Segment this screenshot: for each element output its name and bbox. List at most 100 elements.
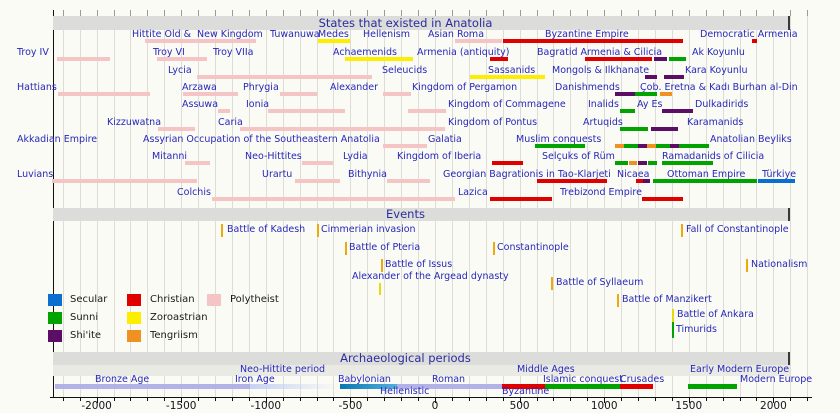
event-label-battle-of-ankara[interactable]: Battle of Ankara	[677, 309, 754, 320]
period-label-bronze-age[interactable]: Bronze Age	[95, 374, 150, 385]
state-label-achaemenids[interactable]: Achaemenids	[333, 47, 397, 58]
state-label-nicaea[interactable]: Nicaea	[617, 169, 650, 180]
state-label-ob-eretna-kad-burhan-al-din[interactable]: Çob. Eretna & Kadı Burhan al-Din	[640, 82, 798, 93]
state-label-byzantine-empire[interactable]: Byzantine Empire	[545, 29, 629, 40]
event-label-battle-of-syllaeum[interactable]: Battle of Syllaeum	[556, 277, 644, 288]
state-label-karamanids[interactable]: Karamanids	[687, 117, 744, 128]
legend-swatch-christian	[127, 294, 141, 306]
state-label-phrygia[interactable]: Phrygia	[243, 82, 279, 93]
state-label-kingdom-of-pontus[interactable]: Kingdom of Pontus	[448, 117, 538, 128]
state-label-arzawa[interactable]: Arzawa	[182, 82, 217, 93]
gridline	[350, 16, 352, 397]
legend-label-zoroastrian: Zoroastrian	[150, 312, 208, 323]
state-label-troy-vi[interactable]: Troy VI	[153, 47, 185, 58]
axis-tick-bottom	[79, 397, 81, 401]
state-label-hittite-old[interactable]: Hittite Old &	[132, 29, 192, 40]
period-segment-bronze-age	[55, 384, 250, 389]
state-label-bithynia[interactable]: Bithynia	[348, 169, 388, 180]
state-label-trebizond-empire[interactable]: Trebizond Empire	[560, 187, 642, 198]
state-bar	[503, 39, 683, 43]
period-label-byzantine[interactable]: Byzantine	[502, 386, 550, 397]
state-label-t-rkiye[interactable]: Türkiye	[762, 169, 797, 180]
state-label-asian-roma[interactable]: Asian Roma	[428, 29, 485, 40]
state-label-ottoman-empire[interactable]: Ottoman Empire	[667, 169, 746, 180]
state-label-dulkadirids[interactable]: Dulkadirids	[695, 99, 749, 110]
state-label-seleucids[interactable]: Seleucids	[382, 65, 428, 76]
state-label-democratic-armenia[interactable]: Democratic Armenia	[700, 29, 798, 40]
state-label-armenia-antiquity[interactable]: Armenia (antiquity)	[417, 47, 510, 58]
axis-tick-top	[113, 10, 115, 16]
state-label-artuqids[interactable]: Artuqids	[583, 117, 623, 128]
state-label-kara-koyunlu[interactable]: Kara Koyunlu	[685, 65, 748, 76]
state-label-assuwa[interactable]: Assuwa	[182, 99, 219, 110]
state-label-inalids[interactable]: Inalids	[588, 99, 619, 110]
event-label-cimmerian-invasion[interactable]: Cimmerian invasion	[321, 224, 416, 235]
state-label-muslim-conquests[interactable]: Muslim conquests	[516, 134, 602, 145]
period-label-roman[interactable]: Roman	[432, 374, 466, 385]
state-label-tuwanuwa[interactable]: Tuwanuwa	[270, 29, 320, 40]
axis-tick-top	[807, 10, 809, 16]
section-band-events: Events	[53, 208, 790, 221]
event-label-battle-of-issus[interactable]: Battle of Issus	[385, 259, 453, 270]
state-label-alexander[interactable]: Alexander	[330, 82, 379, 93]
event-label-fall-of-constantinople[interactable]: Fall of Constantinople	[686, 224, 789, 235]
period-label-babylonian[interactable]: Babylonian	[338, 374, 391, 385]
event-label-battle-of-manzikert[interactable]: Battle of Manzikert	[622, 294, 712, 305]
period-era-label-middle-ages[interactable]: Middle Ages	[517, 364, 575, 375]
state-label-urartu[interactable]: Urartu	[262, 169, 293, 180]
state-label-ionia[interactable]: Ionia	[246, 99, 270, 110]
period-label-modern-europe[interactable]: Modern Europe	[740, 374, 813, 385]
axis-tick-bottom	[299, 397, 301, 401]
state-label-colchis[interactable]: Colchis	[177, 187, 211, 198]
event-label-battle-of-kadesh[interactable]: Battle of Kadesh	[227, 224, 306, 235]
event-label-battle-of-pteria[interactable]: Battle of Pteria	[349, 242, 421, 253]
state-label-troy-iv[interactable]: Troy IV	[17, 47, 49, 58]
state-label-luvians[interactable]: Luvians	[17, 169, 54, 180]
state-label-new-kingdom[interactable]: New Kingdom	[197, 29, 263, 40]
period-label-islamic-conquest[interactable]: Islamic conquest	[543, 374, 623, 385]
state-label-danishmends[interactable]: Danishmends	[555, 82, 620, 93]
event-label-constantinople[interactable]: Constantinople	[497, 242, 569, 253]
state-label-kizzuwatna[interactable]: Kizzuwatna	[107, 117, 162, 128]
state-label-lycia[interactable]: Lycia	[168, 65, 192, 76]
state-bar	[654, 57, 667, 61]
state-label-mitanni[interactable]: Mitanni	[152, 151, 188, 162]
state-label-sassanids[interactable]: Sassanids	[488, 65, 536, 76]
axis-tick-top	[418, 10, 420, 16]
state-label-assyrian-occupation-of-the-southeastern-anatolia[interactable]: Assyrian Occupation of the Southeastern …	[143, 134, 380, 145]
state-label-anatolian-beyliks[interactable]: Anatolian Beyliks	[710, 134, 792, 145]
period-era-label-early-modern-europe[interactable]: Early Modern Europe	[690, 364, 790, 375]
state-label-kingdom-of-pergamon[interactable]: Kingdom of Pergamon	[412, 82, 518, 93]
state-label-troy-viia[interactable]: Troy VIIa	[213, 47, 254, 58]
state-label-hattians[interactable]: Hattians	[17, 82, 57, 93]
period-label-crusades[interactable]: Crusades	[620, 374, 665, 385]
state-label-akkadian-empire[interactable]: Akkadian Empire	[17, 134, 98, 145]
state-label-kingdom-of-iberia[interactable]: Kingdom of Iberia	[397, 151, 482, 162]
state-label-sel-uks-of-r-m[interactable]: Selçuks of Rüm	[542, 151, 615, 162]
state-label-medes[interactable]: Medes	[318, 29, 349, 40]
state-label-galatia[interactable]: Galatia	[428, 134, 462, 145]
state-label-kingdom-of-commagene[interactable]: Kingdom of Commagene	[448, 99, 566, 110]
state-label-ak-koyunlu[interactable]: Ak Koyunlu	[692, 47, 745, 58]
state-label-neo-hittites[interactable]: Neo-Hittites	[245, 151, 302, 162]
period-label-hellenistic[interactable]: Hellenistic	[380, 386, 430, 397]
state-label-ay-es[interactable]: Ay Es	[637, 99, 663, 110]
state-label-lazica[interactable]: Lazica	[458, 187, 488, 198]
event-label-timurids[interactable]: Timurids	[676, 324, 717, 335]
event-label-nationalism[interactable]: Nationalism	[751, 259, 808, 270]
state-label-ramadanids-of-cilicia[interactable]: Ramadanids of Cilicia	[662, 151, 765, 162]
axis-tick-bottom	[722, 397, 724, 401]
state-label-mongols-ilkhanate[interactable]: Mongols & Ilkhanate	[552, 65, 650, 76]
state-label-bagratid-armenia-cilicia[interactable]: Bagratid Armenia & Cilicia	[537, 47, 663, 58]
state-bar	[670, 144, 679, 148]
period-label-iron-age[interactable]: Iron Age	[235, 374, 275, 385]
state-label-hellenism[interactable]: Hellenism	[363, 29, 410, 40]
state-label-lydia[interactable]: Lydia	[343, 151, 368, 162]
state-label-caria[interactable]: Caria	[218, 117, 243, 128]
event-label-alexander-of-the-argead-dynasty[interactable]: Alexander of the Argead dynasty	[352, 271, 509, 282]
period-era-label-neo-hittite-period[interactable]: Neo-Hittite period	[240, 364, 326, 375]
state-bar	[647, 144, 656, 148]
state-label-georgian-bagrationis-in-tao-klarjeti[interactable]: Georgian Bagrationis in Tao-Klarjeti	[443, 169, 611, 180]
axis-tick-top	[299, 10, 301, 16]
gridline	[147, 16, 149, 397]
